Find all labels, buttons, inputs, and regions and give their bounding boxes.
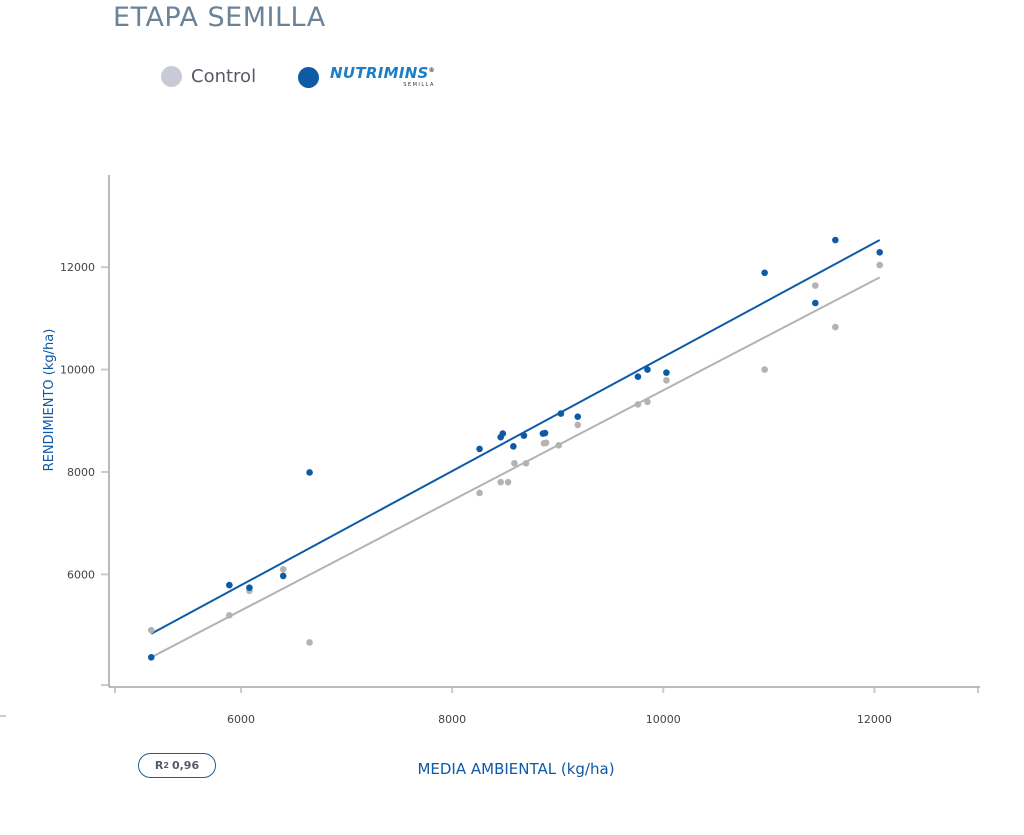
brand-sub: SEMILLA — [403, 82, 435, 88]
legend-nutrimins: NUTRIMINS® SEMILLA — [298, 66, 435, 88]
y-tick-label: 10000 — [60, 364, 95, 377]
point-control — [226, 612, 233, 619]
y-tick-label: 8000 — [67, 466, 95, 479]
brand-name: NUTRIMINS® — [330, 64, 435, 82]
point-nutrimins — [876, 249, 884, 256]
point-control — [476, 489, 483, 497]
chart-title: ETAPA SEMILLA — [113, 2, 326, 33]
point-control — [876, 261, 884, 269]
point-control — [306, 639, 313, 646]
point-control — [511, 459, 518, 467]
point-nutrimins — [663, 369, 670, 376]
point-nutrimins — [634, 373, 642, 381]
point-control — [663, 377, 670, 384]
point-control — [644, 398, 651, 406]
point-control — [504, 478, 512, 486]
point-control — [574, 421, 582, 429]
legend-control-label: Control — [191, 66, 257, 87]
nutrimins-logo: NUTRIMINS® SEMILLA — [330, 66, 435, 88]
point-control — [522, 459, 530, 467]
y-tick-label: 6000 — [67, 568, 95, 581]
x-tick-label: 12000 — [857, 713, 892, 726]
chart-axes — [108, 175, 980, 688]
x-tick-label: 6000 — [227, 713, 255, 726]
point-nutrimins — [499, 430, 507, 437]
point-nutrimins — [644, 366, 651, 373]
x-tick-label: 10000 — [646, 713, 681, 726]
point-control — [497, 478, 504, 486]
legend-control-dot — [161, 66, 182, 87]
point-control — [279, 565, 287, 573]
point-nutrimins — [761, 269, 768, 277]
point-nutrimins — [306, 469, 313, 476]
r-squared-badge: R 2 0,96 — [138, 753, 216, 778]
point-nutrimins — [541, 429, 549, 437]
point-control — [634, 401, 642, 408]
point-nutrimins — [510, 443, 517, 450]
y-axis-label: RENDIMIENTO (kg/ha) — [42, 329, 57, 472]
point-control — [542, 439, 550, 447]
point-control — [555, 442, 563, 449]
point-nutrimins — [574, 413, 582, 420]
trend-line-control — [150, 276, 881, 659]
trend-line-nutrimins — [150, 239, 881, 635]
legend-control: Control — [161, 66, 256, 87]
legend-nutrimins-dot — [298, 66, 319, 88]
x-axis-label: MEDIA AMBIENTAL (kg/ha) — [417, 760, 614, 778]
point-nutrimins — [279, 572, 287, 580]
point-control — [832, 323, 839, 331]
point-nutrimins — [147, 654, 155, 661]
point-nutrimins — [476, 445, 483, 453]
x-tick-label: 8000 — [438, 713, 466, 726]
point-nutrimins — [557, 410, 565, 417]
point-nutrimins — [812, 299, 819, 307]
y-tick-label: 12000 — [60, 261, 95, 274]
point-control — [812, 282, 819, 289]
point-control — [147, 626, 155, 634]
point-nutrimins — [226, 581, 233, 589]
point-control — [761, 366, 768, 373]
point-nutrimins — [832, 236, 839, 244]
point-nutrimins — [246, 584, 253, 591]
point-nutrimins — [520, 432, 528, 439]
